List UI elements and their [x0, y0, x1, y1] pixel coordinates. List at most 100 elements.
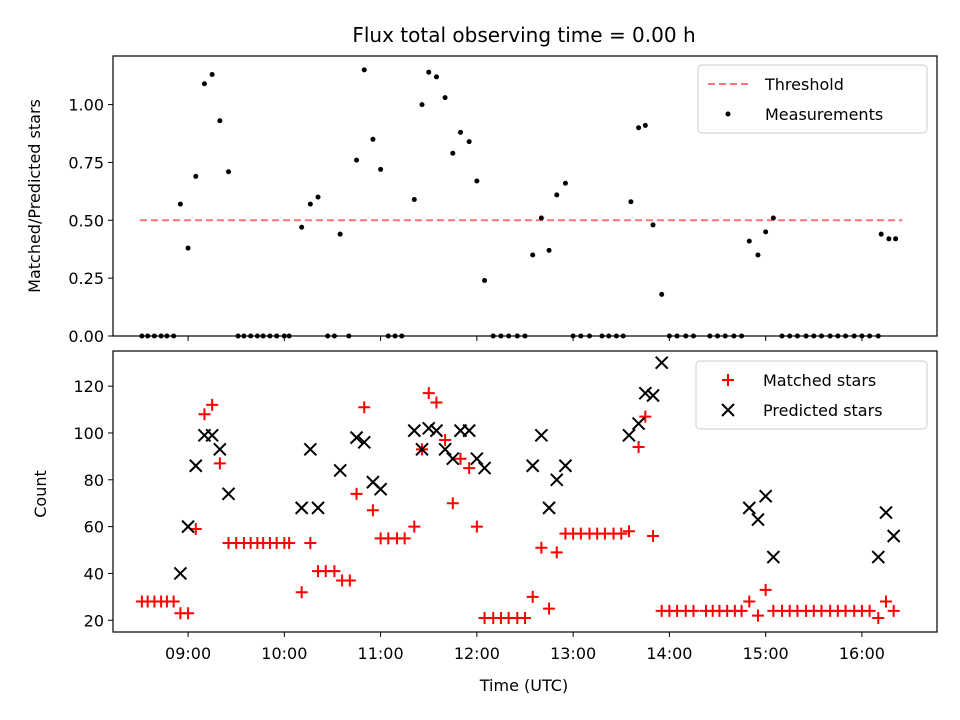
matched-star-point — [639, 410, 652, 423]
measurement-point — [530, 252, 536, 258]
measurement-point — [878, 231, 884, 237]
measurement-point — [209, 72, 215, 78]
matched-star-point — [759, 583, 772, 596]
bottom-y-ticks: 20 40 60 80 100 120 — [73, 377, 113, 630]
predicted-star-point — [751, 512, 765, 527]
measurement-point — [893, 236, 899, 242]
predicted-star-point — [477, 461, 492, 475]
predicted-star-point — [415, 442, 429, 457]
bottom-x-tick-label: 11:00 — [358, 644, 404, 663]
top-legend-box — [697, 64, 928, 134]
measurement-point — [562, 180, 568, 186]
matched-star-point — [446, 497, 459, 510]
bottom-y-tick-label: 120 — [73, 377, 104, 396]
legend-predicted-label: Predicted stars — [763, 401, 883, 420]
predicted-star-point — [886, 529, 901, 543]
legend-measurements-label: Measurements — [765, 105, 883, 124]
measurement-point — [426, 69, 432, 75]
predicted-star-point — [631, 416, 646, 431]
x-axis-label: Time (UTC) — [479, 676, 568, 695]
bottom-x-tick-label: 10:00 — [261, 644, 307, 663]
measurement-point — [474, 178, 480, 184]
matched-star-point — [632, 441, 645, 454]
bottom-plot-area — [135, 356, 901, 624]
top-y-tick-label: 0.75 — [68, 153, 104, 172]
bottom-legend-box — [695, 360, 928, 430]
predicted-star-point — [205, 428, 219, 443]
predicted-star-point — [622, 428, 636, 443]
measurement-point — [433, 74, 439, 80]
measurement-point — [642, 122, 648, 128]
bottom-x-tick-label: 16:00 — [839, 644, 885, 663]
measurement-point — [636, 125, 642, 131]
predicted-star-point — [525, 459, 540, 473]
predicted-star-point — [407, 423, 422, 438]
measurement-point — [419, 102, 425, 108]
matched-star-point — [328, 565, 341, 578]
legend-predicted-swatch — [721, 403, 735, 417]
measurement-point — [299, 224, 305, 230]
measurement-point — [315, 194, 321, 200]
predicted-star-point — [221, 487, 236, 501]
bottom-y-tick-label: 80 — [84, 471, 104, 490]
matched-star-point — [526, 590, 539, 603]
bottom-y-tick-label: 40 — [84, 564, 104, 583]
predicted-star-point — [303, 442, 318, 457]
predicted-star-point — [462, 423, 476, 438]
legend-threshold-label: Threshold — [764, 75, 844, 94]
measurement-point — [337, 231, 343, 237]
matched-star-point — [366, 504, 379, 517]
matched-star-point — [887, 604, 900, 617]
measurement-point — [185, 245, 191, 251]
legend-measurements-swatch — [725, 111, 731, 117]
measurement-point — [466, 139, 472, 145]
measurement-point — [650, 222, 656, 228]
measurement-point — [482, 277, 488, 283]
measurement-point — [746, 238, 752, 244]
measurement-point — [442, 95, 448, 101]
bottom-panel: Count Time (UTC) 20 40 60 80 100 120 09:00 10:… — [31, 350, 938, 695]
predicted-star-point — [879, 505, 893, 520]
predicted-star-point — [534, 428, 549, 443]
predicted-star-point — [311, 501, 325, 515]
measurement-point — [450, 150, 456, 156]
measurement-point — [370, 136, 376, 142]
bottom-y-tick-label: 100 — [73, 424, 104, 443]
bottom-axes-frame — [112, 350, 938, 633]
predicted-star-point — [742, 501, 756, 515]
measurement-point — [411, 196, 417, 202]
predicted-star-point — [181, 519, 195, 534]
matched-star-point — [687, 604, 700, 617]
matched-star-point — [167, 595, 180, 608]
predicted-star-point — [333, 463, 347, 478]
measurement-point — [177, 201, 183, 207]
top-axes-frame — [112, 55, 938, 337]
matched-star-point — [422, 387, 435, 400]
matched-star-point — [398, 532, 411, 545]
matched-star-point — [647, 529, 660, 542]
predicted-star-point — [438, 442, 452, 457]
matched-star-point — [408, 520, 421, 533]
measurement-point — [226, 169, 232, 175]
matched-star-point — [198, 408, 211, 421]
matched-star-point — [751, 609, 764, 622]
matched-star-point — [879, 595, 892, 608]
predicted-star-point — [638, 386, 653, 400]
predicted-star-point — [871, 550, 885, 564]
legend-matched-swatch — [722, 374, 734, 386]
matched-star-point — [350, 487, 363, 500]
measurement-point — [354, 157, 360, 163]
predicted-star-point — [373, 482, 388, 496]
measurement-point — [755, 252, 761, 258]
bottom-y-tick-label: 60 — [84, 518, 104, 537]
matched-star-point — [358, 401, 371, 414]
predicted-star-point — [446, 452, 460, 466]
matched-star-point — [343, 574, 356, 587]
predicted-star-point — [646, 388, 660, 403]
predicted-star-point — [173, 566, 188, 581]
measurement-point — [193, 173, 199, 179]
measurement-point — [763, 229, 769, 235]
matched-star-point — [622, 525, 635, 538]
matched-star-point — [872, 611, 885, 624]
